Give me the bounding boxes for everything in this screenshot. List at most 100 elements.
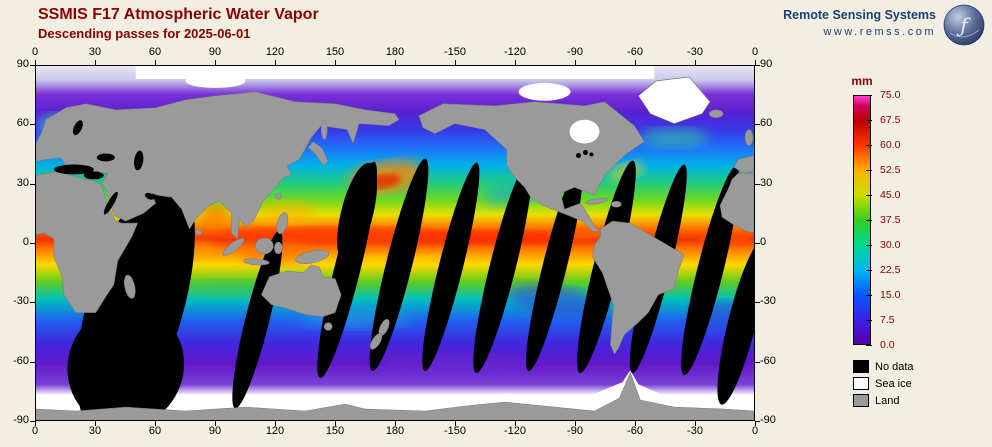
great-lake (582, 150, 588, 155)
antarctic-sea-ice (36, 370, 754, 420)
island-japan (307, 141, 329, 166)
lat-label-left: 0 (22, 236, 29, 248)
red-sea (103, 191, 118, 215)
island-hispaniola (611, 200, 622, 208)
island-new-zealand-south (369, 333, 383, 350)
lat-label-right: 60 (760, 117, 773, 130)
lat-label-left: -90 (13, 414, 29, 426)
lat-label-left: -60 (13, 354, 29, 367)
legend-row: No data (853, 360, 914, 373)
legend-label: No data (875, 360, 914, 373)
lon-tick-bottom (335, 421, 336, 426)
lon-tick-top (275, 60, 276, 65)
lon-label-top: 0 (751, 46, 759, 58)
colorbar-tick-label: 45.0 (880, 189, 901, 201)
lon-label-top: 180 (385, 46, 405, 58)
landmass-australia (261, 264, 342, 317)
island-philippines (276, 212, 289, 235)
lon-label-top: 30 (88, 46, 102, 58)
colorbar-tick (866, 320, 872, 321)
lon-label-bottom: -150 (443, 425, 467, 437)
great-lake (589, 152, 594, 157)
lon-label-bottom: 0 (751, 425, 759, 437)
lon-tick-top (215, 60, 216, 65)
colorbar-tick-label: 67.5 (880, 114, 901, 126)
colorbar-tick-label: 0.0 (880, 339, 895, 351)
baltic-sea (72, 120, 83, 136)
caspian-sea (134, 150, 144, 171)
lon-label-top: -120 (503, 46, 527, 58)
mediterranean-west (53, 164, 94, 175)
lat-tick-right (755, 361, 760, 363)
lat-tick-right (755, 65, 760, 66)
lon-tick-bottom (275, 421, 276, 426)
branding: Remote Sensing Systems www.remss.com (783, 8, 936, 38)
colorbar-tick (866, 95, 872, 96)
colorbar-tick-label: 52.5 (880, 164, 901, 176)
lon-tick-bottom (35, 421, 36, 426)
lon-tick-bottom (635, 421, 636, 426)
island-sri-lanka (195, 228, 202, 236)
landmass-west-africa (719, 173, 754, 234)
lon-tick-top (35, 60, 36, 65)
landmass-eurasia (36, 91, 400, 240)
legend-swatch (853, 360, 869, 373)
colorbar-tick (866, 270, 872, 271)
lat-tick-right (755, 302, 760, 304)
lat-tick-left (30, 65, 35, 66)
page-subtitle: Descending passes for 2025-06-01 (38, 26, 251, 41)
landmass-africa (36, 171, 139, 313)
lat-tick-left (30, 421, 35, 422)
island-iceland (708, 109, 724, 118)
colorbar-tick (866, 145, 872, 146)
lon-label-top: 150 (325, 46, 345, 58)
legend-row: Land (853, 394, 914, 407)
lon-tick-bottom (695, 421, 696, 426)
world-map-svg (36, 66, 754, 420)
lon-tick-bottom (455, 421, 456, 426)
island-borneo (255, 237, 274, 255)
sea-ice-layer (135, 66, 711, 144)
brand-name: Remote Sensing Systems (783, 8, 936, 22)
lat-label-right: 30 (760, 176, 773, 189)
lat-tick-left (30, 183, 35, 185)
lat-label-right: 0 (760, 236, 767, 248)
lon-tick-top (635, 60, 636, 65)
lon-label-bottom: 0 (31, 425, 39, 437)
colorbar-tick (866, 345, 872, 346)
colorbar-tick (866, 170, 872, 171)
lat-label-right: -30 (760, 295, 776, 308)
lon-tick-bottom (395, 421, 396, 426)
lat-tick-right (755, 243, 760, 244)
greenland-ice (637, 76, 711, 124)
no-data-swaths-layer (67, 158, 754, 420)
colorbar-tick-label: 75.0 (880, 89, 901, 101)
colorbar-tick-label: 22.5 (880, 264, 901, 276)
legend-row: Sea ice (853, 377, 914, 390)
island-sulawesi (274, 241, 283, 255)
colorbar-tick (866, 220, 872, 221)
lon-tick-bottom (95, 421, 96, 426)
colorbar-tick (866, 245, 872, 246)
legend-swatch (853, 394, 869, 407)
lat-tick-left (30, 361, 35, 363)
lat-tick-left (30, 243, 35, 244)
persian-gulf (144, 192, 155, 200)
colorbar-tick-label: 60.0 (880, 139, 901, 151)
lon-tick-bottom (215, 421, 216, 426)
lon-label-bottom: 180 (385, 425, 405, 437)
island-taiwan (275, 193, 282, 200)
lat-tick-right (755, 124, 760, 126)
island-java (243, 258, 270, 266)
lon-tick-top (335, 60, 336, 65)
lon-label-top: 120 (265, 46, 285, 58)
lon-label-top: 0 (31, 46, 39, 58)
landmass-iberia (733, 155, 754, 174)
lon-label-bottom: 60 (148, 425, 162, 437)
island-new-guinea (295, 249, 330, 264)
lon-label-bottom: -90 (567, 425, 583, 437)
legend-label: Sea ice (875, 377, 912, 390)
brand-url-link[interactable]: www.remss.com (823, 26, 936, 38)
lon-label-bottom: 120 (265, 425, 285, 437)
mediterranean-east (83, 171, 104, 180)
